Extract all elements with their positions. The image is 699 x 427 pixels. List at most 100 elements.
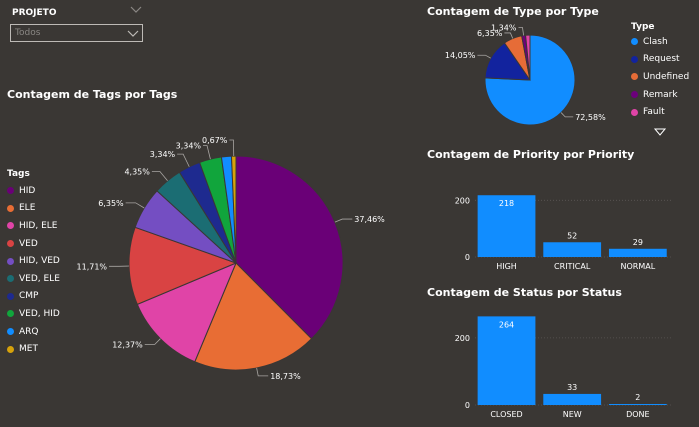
legend-item-remark[interactable]: Remark — [631, 86, 689, 104]
legend-label: Remark — [643, 89, 678, 100]
chevron-down-icon[interactable] — [130, 4, 142, 14]
leader-line — [477, 54, 491, 59]
legend-marker — [7, 328, 14, 336]
legend-item-ved-hid[interactable]: VED, HID — [7, 305, 60, 323]
x-tick-label: NORMAL — [621, 262, 656, 271]
priority-bar-critical — [543, 242, 602, 257]
leader-line — [229, 139, 235, 157]
legend-item-undefined[interactable]: Undefined — [631, 68, 689, 86]
pie-slice-fault — [525, 34, 531, 81]
legend-label: Undefined — [643, 71, 690, 82]
x-tick-label: DONE — [626, 410, 650, 419]
legend-marker — [631, 91, 638, 99]
legend-marker — [7, 345, 14, 353]
data-label: 37,46% — [354, 215, 385, 224]
legend-item-hid-ved[interactable]: HID, VED — [7, 252, 60, 270]
type-legend: Type Clash Request Undefined Remark Fault — [631, 22, 689, 121]
legend-label: ARQ — [19, 326, 39, 337]
leader-line — [560, 112, 574, 118]
x-tick-label: NEW — [563, 410, 582, 419]
leader-line — [518, 27, 525, 36]
priority-bar-normal — [608, 248, 667, 257]
legend-marker — [631, 38, 638, 46]
leader-line — [334, 218, 353, 223]
legend-item-arq[interactable]: ARQ — [7, 323, 60, 341]
data-label: 4,35% — [124, 168, 150, 177]
bar-value-label: 218 — [499, 199, 514, 208]
legend-item-cmp[interactable]: CMP — [7, 288, 60, 306]
type-pie-chart: 72,58% 14,05% 6,35%1,34% — [445, 24, 606, 126]
data-label: 18,73% — [270, 372, 301, 381]
data-label: 0,67% — [202, 136, 228, 145]
slicer-value: Todos — [15, 28, 41, 38]
bar-value-label: 33 — [567, 383, 577, 392]
y-tick-label: 0 — [465, 401, 470, 410]
data-label: 1,34% — [491, 24, 517, 33]
legend-label: VED — [19, 238, 38, 249]
type-chart-title: Contagem de Type por Type — [427, 5, 599, 18]
legend-label: Request — [643, 54, 680, 65]
legend-marker — [7, 275, 14, 283]
projeto-slicer-label: PROJETO — [12, 8, 57, 18]
pie-slice-hid — [235, 155, 344, 340]
legend-label: Clash — [643, 36, 668, 47]
legend-label: VED, ELE — [19, 273, 60, 284]
legend-item-ved[interactable]: VED — [7, 235, 60, 253]
legend-item-ved-ele[interactable]: VED, ELE — [7, 270, 60, 288]
data-label: 3,34% — [176, 142, 202, 151]
priority-chart-title: Contagem de Priority por Priority — [427, 148, 635, 161]
bar-value-label: 264 — [499, 320, 514, 329]
legend-marker — [7, 257, 14, 265]
data-label: 12,37% — [112, 340, 143, 349]
y-tick-label: 200 — [455, 334, 470, 343]
legend-marker — [631, 108, 638, 116]
leader-line — [151, 171, 168, 182]
data-label: 3,34% — [150, 150, 176, 159]
legend-marker — [631, 73, 638, 81]
legend-label: ELE — [19, 203, 36, 214]
y-tick-label: 200 — [455, 196, 470, 205]
leader-line — [504, 32, 514, 39]
legend-label: HID — [19, 185, 36, 196]
priority-bar-chart: 0 200 218 HIGH 52 CRITICAL 29 NORMAL — [455, 195, 672, 271]
x-tick-label: HIGH — [496, 262, 517, 271]
legend-label: Fault — [643, 107, 665, 118]
data-label: 72,58% — [575, 113, 606, 122]
legend-item-hid-ele[interactable]: HID, ELE — [7, 217, 60, 235]
legend-label: HID, VED — [19, 256, 60, 267]
x-tick-label: CRITICAL — [554, 262, 591, 271]
data-label: 11,71% — [77, 262, 108, 271]
status-bar-chart: 0 200 264 CLOSED 33 NEW 2 DONE — [455, 316, 672, 419]
status-bar-done — [608, 404, 667, 405]
legend-item-clash[interactable]: Clash — [631, 33, 689, 51]
bar-value-label: 2 — [635, 393, 640, 402]
status-bar-closed — [477, 316, 536, 405]
leader-line — [203, 145, 211, 160]
bar-value-label: 52 — [567, 231, 577, 240]
legend-marker — [7, 292, 14, 300]
legend-label: MET — [19, 344, 38, 355]
legend-item-met[interactable]: MET — [7, 340, 60, 358]
legend-scroll-down-icon[interactable] — [654, 128, 666, 136]
legend-item-hid[interactable]: HID — [7, 182, 60, 200]
legend-label: CMP — [19, 291, 39, 302]
x-tick-label: CLOSED — [490, 410, 522, 419]
tags-chart-title: Contagem de Tags por Tags — [7, 88, 178, 101]
legend-label: HID, ELE — [19, 220, 58, 231]
legend-label: VED, HID — [19, 308, 60, 319]
legend-item-request[interactable]: Request — [631, 51, 689, 69]
legend-item-fault[interactable]: Fault — [631, 103, 689, 121]
legend-marker — [7, 187, 14, 195]
projeto-slicer-dropdown[interactable]: Todos — [10, 24, 143, 42]
legend-item-ele[interactable]: ELE — [7, 200, 60, 218]
legend-marker — [7, 222, 14, 230]
status-bar-new — [543, 393, 602, 405]
dropdown-chevron-icon — [127, 30, 139, 37]
y-tick-label: 0 — [465, 253, 470, 262]
tags-pie-chart: 37,46%18,73%12,37%11,71%6,35%4,35%3,34%3… — [77, 136, 386, 381]
data-label: 14,05% — [445, 51, 476, 60]
status-chart-title: Contagem de Status por Status — [427, 286, 622, 299]
data-label: 6,35% — [477, 29, 503, 38]
type-legend-title: Type — [631, 22, 655, 32]
priority-bar-high — [477, 195, 536, 257]
